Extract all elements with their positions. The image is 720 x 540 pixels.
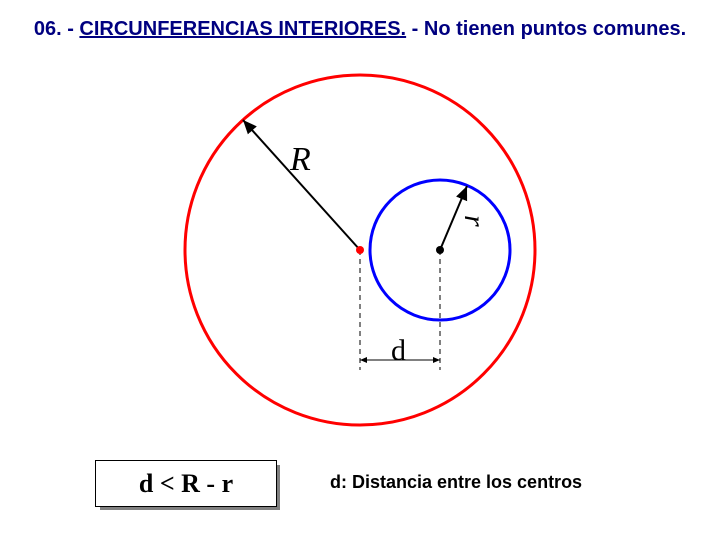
center-outer-dot [356, 246, 364, 254]
formula-box: d < R - r [95, 460, 277, 507]
title-suffix: - No tienen puntos comunes. [406, 18, 686, 40]
title-prefix: 06. - [34, 18, 80, 40]
radius-R-line [243, 120, 360, 250]
formula-text: d < R - r [139, 469, 233, 499]
title-underlined: CIRCUNFERENCIAS INTERIORES. [79, 18, 406, 40]
distance-caption: d: Distancia entre los centros [330, 472, 582, 493]
label-R: R [289, 141, 311, 178]
page-title: 06. - CIRCUNFERENCIAS INTERIORES. - No t… [0, 18, 720, 41]
label-d: d [391, 334, 406, 367]
circles-diagram: R r d [145, 60, 575, 440]
center-inner-dot [436, 246, 444, 254]
label-r: r [458, 215, 491, 227]
